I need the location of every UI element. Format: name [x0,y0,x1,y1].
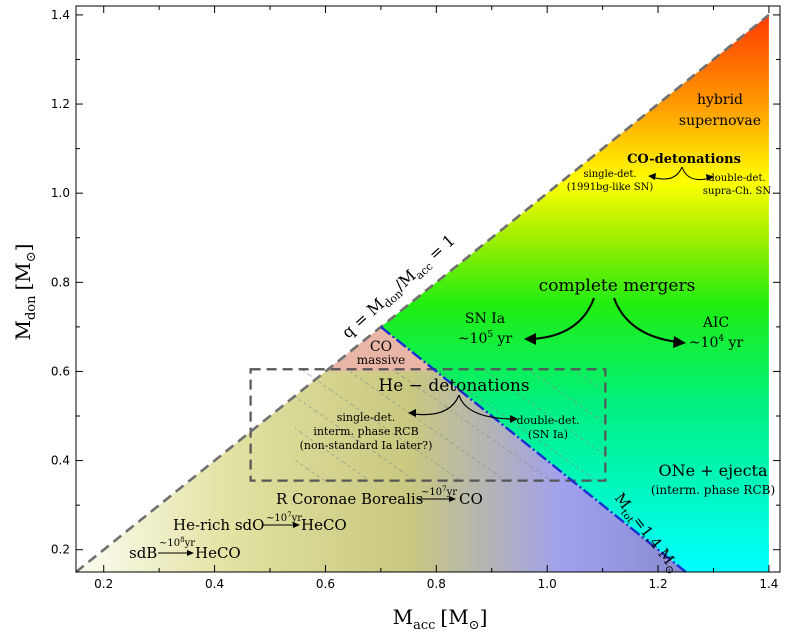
mergers-arrowhead-left [524,333,536,345]
one-ejecta-sub-label: (interm. phase RCB) [651,483,775,497]
mtot-1-4-line [380,325,687,573]
q-equals-1-line [75,13,770,574]
y-tick-label: 0.6 [51,364,70,378]
hesdo-arrowhead [293,522,300,528]
y-axis-label: Mdon[M⊙] [11,243,39,340]
region-upper-gradient [380,14,769,572]
sn-ia-time: ~105 yr [458,330,513,347]
co-double-label-1: double-det. [708,173,765,184]
rcb-arrowhead [449,496,456,502]
co-single-label-2: (1991bg-like SN) [567,182,654,193]
sdb-result: HeCO [195,544,241,562]
x-tick-label: 0.2 [94,577,113,591]
aic-time: ~104 yr [689,334,744,351]
co-single-label-1: single-det. [583,169,636,180]
co-double-label-2: supra-Ch. SN [703,186,771,197]
he-detonations-label: He − detonations [378,376,529,396]
complete-mergers-label: complete mergers [539,276,696,296]
co-massive-label-2: massive [357,353,406,367]
y-tick-label: 1.4 [51,8,70,22]
rcb-time: ~107yr [421,485,457,498]
plot-regions [76,14,769,572]
y-tick-label: 1.0 [51,186,70,200]
sdb-time: ~108yr [159,536,195,549]
he-split-arrow-right [458,394,513,420]
he-single-label-2: interm. phase RCB [313,425,418,438]
he-detonation-box [249,368,607,482]
he-single-label-1: single-det. [337,411,396,424]
region-co-massive [325,326,437,372]
he-single-label-3: (non-standard Ia later?) [300,439,433,452]
co-massive-label-1: CO [370,339,392,355]
rcb-label: R Coronae Borealis [276,490,423,508]
hybrid-label-2: supernovae [679,113,761,129]
x-tick-label: 0.4 [205,577,224,591]
x-tick-label: 0.8 [427,577,446,591]
he-arrowhead-left [408,409,416,417]
co-arrowhead-right [706,174,714,181]
mergers-arrow-left [531,297,595,340]
one-ejecta-label: ONe + ejecta [659,461,768,480]
he-arrowhead-right [510,415,518,423]
he-double-label-2: (SN Ia) [528,428,568,441]
y-tick-label: 0.2 [51,543,70,557]
he-double-label-1: double-det. [516,414,579,427]
region-he-hatch [295,369,606,481]
x-axis-label: Macc [M⊙] [393,605,488,633]
y-tick-label: 1.2 [51,97,70,111]
rcb-result: CO [459,490,483,508]
x-tick-label: 1.0 [538,577,557,591]
hesdo-label: He-rich sdO [173,516,264,534]
y-tick-label: 0.4 [51,454,70,468]
sn-ia-label: SN Ia [465,311,505,327]
co-split-arrow-left [651,166,683,180]
hesdo-result: HeCO [301,516,347,534]
mergers-arrowhead-right [673,336,686,348]
hesdo-time: ~107yr [266,511,302,524]
co-arrowhead-left [648,173,656,180]
plot-frame [75,5,781,573]
co-detonations-label: CO-detonations [627,152,741,167]
co-split-arrow-right [681,166,711,181]
aic-label: AIC [702,315,729,331]
he-split-arrow-left [413,394,460,416]
x-tick-label: 1.4 [759,577,778,591]
x-tick-label: 1.2 [649,577,668,591]
mergers-arrow-right [613,297,679,343]
sdb-label: sdB [129,544,157,562]
x-tick-label: 0.6 [316,577,335,591]
y-tick-label: 0.8 [51,275,70,289]
axis-ticks: 0.2 0.4 0.6 0.8 1.0 1.2 1.4 0.2 0.4 0.6 0.8 1.0 1.2 1… [51,6,780,591]
sdb-arrowhead [187,550,194,556]
hybrid-label-1: hybrid [697,92,743,108]
